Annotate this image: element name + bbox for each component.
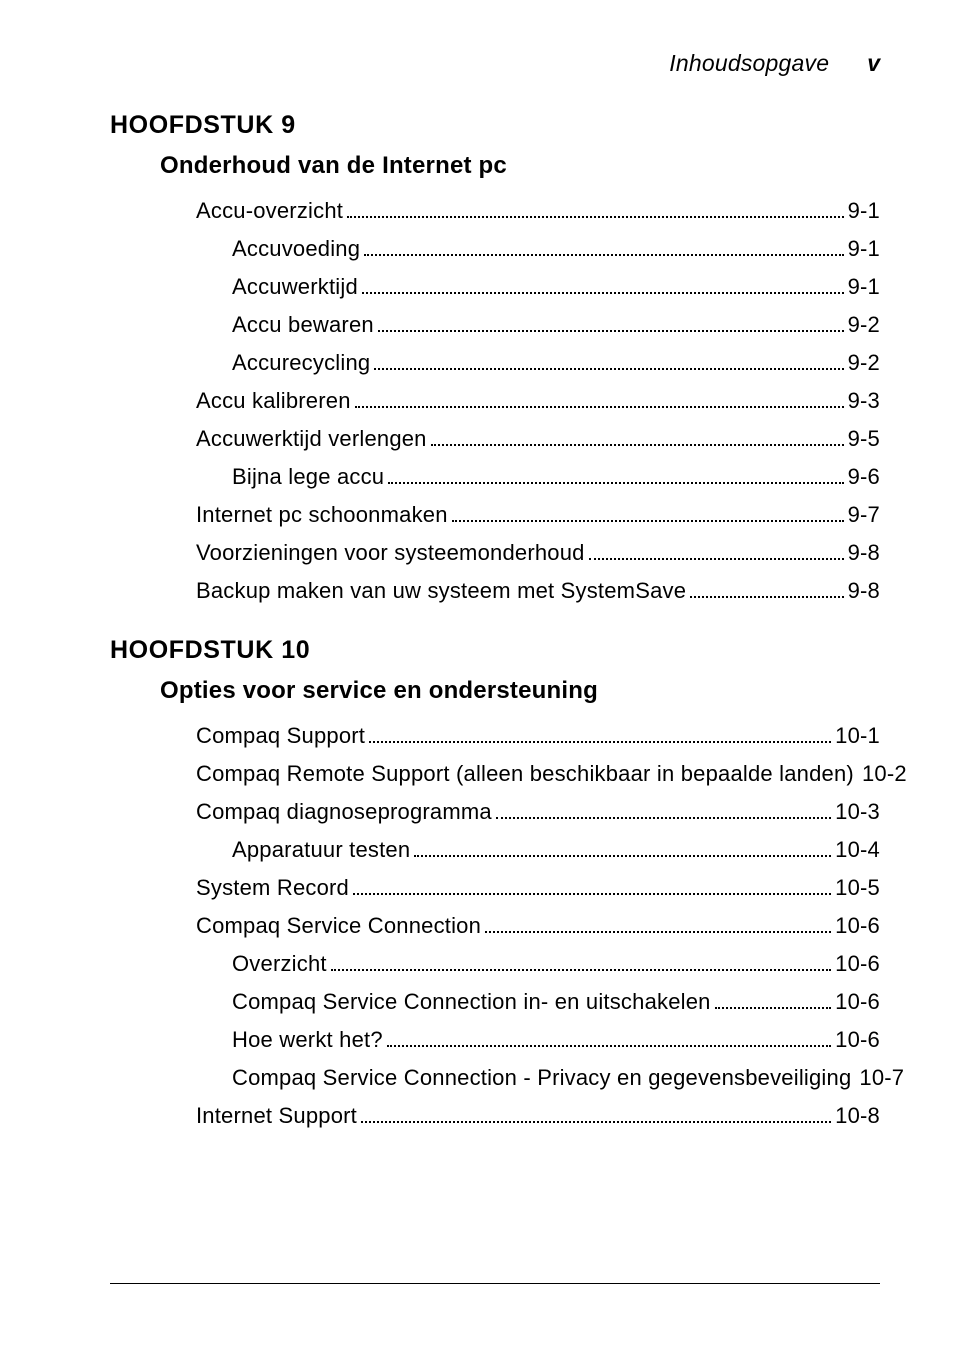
toc-leader — [387, 1045, 831, 1047]
toc-entry: Backup maken van uw systeem met SystemSa… — [160, 580, 880, 602]
toc-leader — [362, 292, 844, 294]
toc-page: 10-1 — [835, 725, 880, 747]
toc-leader — [388, 482, 843, 484]
toc-page: 10-6 — [835, 1029, 880, 1051]
toc-entry: Internet pc schoonmaken 9-7 — [160, 504, 880, 526]
toc-page: 9-5 — [848, 428, 880, 450]
footer-rule — [110, 1283, 880, 1284]
toc-entry: Compaq Support 10-1 — [160, 725, 880, 747]
toc-page: 9-2 — [848, 314, 880, 336]
toc-entry: Compaq Service Connection in- en uitscha… — [160, 991, 880, 1013]
toc-leader — [452, 520, 844, 522]
toc-label: Compaq Service Connection — [196, 915, 481, 937]
toc-label: Internet Support — [196, 1105, 357, 1127]
toc-leader — [347, 216, 844, 218]
toc-leader — [374, 368, 843, 370]
toc-page: 10-7 — [859, 1067, 904, 1089]
toc-page: 9-1 — [848, 276, 880, 298]
toc-page: 9-8 — [848, 542, 880, 564]
chapter-label: HOOFDSTUK 10 — [110, 636, 880, 665]
toc-entry: Accuwerktijd 9-1 — [160, 276, 880, 298]
toc-page: 10-5 — [835, 877, 880, 899]
toc-entry: Accu-overzicht 9-1 — [160, 200, 880, 222]
toc-entry: Accuvoeding 9-1 — [160, 238, 880, 260]
toc-leader — [353, 893, 831, 895]
toc-entry: Apparatuur testen 10-4 — [160, 839, 880, 861]
toc-leader — [369, 741, 831, 743]
running-header: Inhoudsopgave v — [110, 50, 880, 77]
toc-entry: Accu kalibreren 9-3 — [160, 390, 880, 412]
toc-label: Apparatuur testen — [232, 839, 410, 861]
chapter-title: Opties voor service en ondersteuning — [160, 677, 880, 705]
toc-page: 9-6 — [848, 466, 880, 488]
toc-section: Compaq Support 10-1 Compaq Remote Suppor… — [160, 725, 880, 1127]
toc-label: Accurecycling — [232, 352, 370, 374]
toc-page: 10-3 — [835, 801, 880, 823]
toc-entry: Accurecycling 9-2 — [160, 352, 880, 374]
toc-leader — [485, 931, 831, 933]
toc-page: 10-6 — [835, 991, 880, 1013]
toc-leader — [414, 855, 831, 857]
toc-page: 9-2 — [848, 352, 880, 374]
toc-entry: Accuwerktijd verlengen 9-5 — [160, 428, 880, 450]
toc-page: 9-7 — [848, 504, 880, 526]
toc-entry: Internet Support 10-8 — [160, 1105, 880, 1127]
toc-label: Accu kalibreren — [196, 390, 351, 412]
toc-label: Accuwerktijd — [232, 276, 358, 298]
toc-entry: Compaq diagnoseprogramma 10-3 — [160, 801, 880, 823]
toc-label: Accuwerktijd verlengen — [196, 428, 427, 450]
page-container: Inhoudsopgave v HOOFDSTUK 9 Onderhoud va… — [0, 0, 960, 1354]
toc-section: Accu-overzicht 9-1 Accuvoeding 9-1 Accuw… — [160, 200, 880, 602]
toc-page: 9-1 — [848, 238, 880, 260]
toc-leader — [589, 558, 844, 560]
toc-entry: Overzicht 10-6 — [160, 953, 880, 975]
toc-label: Compaq diagnoseprogramma — [196, 801, 492, 823]
chapter-label: HOOFDSTUK 9 — [110, 111, 880, 140]
toc-label: Internet pc schoonmaken — [196, 504, 448, 526]
toc-label: Compaq Service Connection - Privacy en g… — [232, 1067, 851, 1089]
toc-entry: Compaq Remote Support (alleen beschikbaa… — [160, 763, 880, 785]
toc-leader — [355, 406, 844, 408]
toc-entry: Voorzieningen voor systeemonderhoud 9-8 — [160, 542, 880, 564]
toc-label: Compaq Support — [196, 725, 365, 747]
toc-leader — [364, 254, 843, 256]
toc-leader — [690, 596, 843, 598]
toc-leader — [331, 969, 831, 971]
toc-label: System Record — [196, 877, 349, 899]
toc-page: 10-2 — [862, 763, 907, 785]
toc-entry: Bijna lege accu 9-6 — [160, 466, 880, 488]
header-title: Inhoudsopgave — [669, 50, 829, 77]
toc-page: 10-4 — [835, 839, 880, 861]
toc-label: Backup maken van uw systeem met SystemSa… — [196, 580, 686, 602]
toc-page: 10-6 — [835, 953, 880, 975]
toc-page: 9-8 — [848, 580, 880, 602]
toc-entry: System Record 10-5 — [160, 877, 880, 899]
toc-page: 9-3 — [848, 390, 880, 412]
toc-page: 10-8 — [835, 1105, 880, 1127]
toc-label: Compaq Remote Support (alleen beschikbaa… — [196, 763, 854, 785]
toc-label: Voorzieningen voor systeemonderhoud — [196, 542, 585, 564]
toc-label: Hoe werkt het? — [232, 1029, 383, 1051]
toc-leader — [715, 1007, 832, 1009]
toc-label: Accu bewaren — [232, 314, 374, 336]
toc-label: Accuvoeding — [232, 238, 360, 260]
toc-page: 10-6 — [835, 915, 880, 937]
toc-page: 9-1 — [848, 200, 880, 222]
chapter-title: Onderhoud van de Internet pc — [160, 152, 880, 180]
toc-label: Accu-overzicht — [196, 200, 343, 222]
header-page-marker: v — [867, 50, 880, 77]
toc-entry: Compaq Service Connection - Privacy en g… — [160, 1067, 880, 1089]
toc-leader — [431, 444, 844, 446]
toc-leader — [361, 1121, 831, 1123]
toc-label: Compaq Service Connection in- en uitscha… — [232, 991, 711, 1013]
toc-entry: Compaq Service Connection 10-6 — [160, 915, 880, 937]
toc-entry: Accu bewaren 9-2 — [160, 314, 880, 336]
toc-leader — [378, 330, 844, 332]
toc-label: Overzicht — [232, 953, 327, 975]
toc-leader — [496, 817, 831, 819]
toc-entry: Hoe werkt het? 10-6 — [160, 1029, 880, 1051]
toc-label: Bijna lege accu — [232, 466, 384, 488]
